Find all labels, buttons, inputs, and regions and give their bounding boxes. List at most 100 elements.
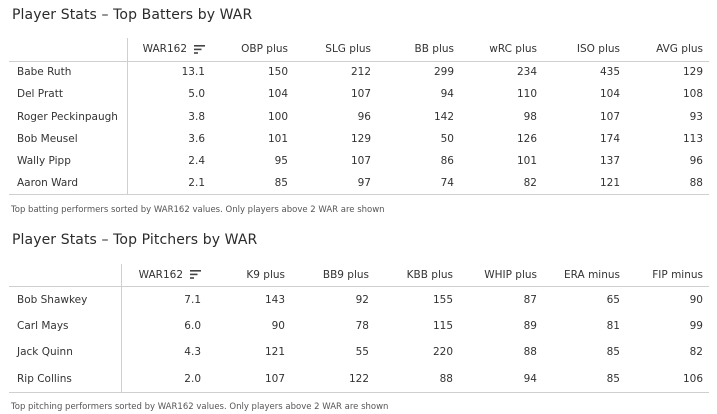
iso-plus-value: 137 bbox=[543, 150, 626, 173]
sort-descending-icon[interactable] bbox=[194, 44, 205, 54]
pitchers-header-bb9-plus[interactable]: BB9 plus bbox=[291, 264, 375, 287]
batters-header-slg-plus[interactable]: SLG plus bbox=[294, 38, 377, 62]
bb9-plus-value: 122 bbox=[348, 372, 369, 385]
obp-plus-value: 150 bbox=[211, 61, 294, 84]
table-row: Bob Meusel 3.6 101 129 50 126 174 113 bbox=[9, 127, 709, 151]
pitchers-table: WAR162 K9 plus BB9 plus KBB plus WHIP pl… bbox=[9, 264, 709, 393]
avg-plus-value: 108 bbox=[682, 88, 703, 101]
player-name: Aaron Ward bbox=[9, 172, 128, 195]
avg-plus-value: 96 bbox=[626, 150, 709, 173]
batters-header-player bbox=[9, 38, 128, 62]
avg-plus-value: 129 bbox=[626, 61, 709, 84]
batters-header-row: WAR162 OBP plus SLG plus BB plus wRC plu… bbox=[9, 38, 709, 62]
slg-plus-value: 107 bbox=[294, 150, 377, 173]
iso-plus-value: 121 bbox=[599, 177, 620, 190]
wrc-plus-value: 82 bbox=[523, 177, 537, 190]
bb-plus-value: 74 bbox=[440, 177, 454, 190]
bb-plus-value: 94 bbox=[440, 88, 454, 101]
era-minus-value: 65 bbox=[543, 286, 626, 313]
batters-header-iso-plus[interactable]: ISO plus bbox=[543, 38, 626, 62]
slg-plus-value: 97 bbox=[357, 177, 371, 190]
avg-plus-value: 93 bbox=[626, 105, 709, 128]
table-row: Del Pratt 5.0 104 107 94 110 104 108 bbox=[9, 83, 709, 106]
k9-plus-value: 143 bbox=[207, 286, 291, 313]
bb9-plus-value: 92 bbox=[291, 286, 375, 313]
player-name: Rip Collins bbox=[9, 365, 122, 392]
bb9-plus-value: 55 bbox=[291, 339, 375, 366]
batters-header-obp-plus[interactable]: OBP plus bbox=[211, 38, 294, 62]
player-name: Roger Peckinpaugh bbox=[9, 105, 128, 128]
wrc-plus-value: 126 bbox=[516, 133, 537, 146]
table-row: Aaron Ward 2.1 85 97 74 82 121 88 bbox=[9, 172, 709, 195]
whip-plus-value: 89 bbox=[523, 319, 537, 332]
obp-plus-value: 100 bbox=[211, 105, 294, 128]
avg-plus-value: 88 bbox=[689, 177, 703, 190]
table-row: Carl Mays 6.0 90 78 115 89 81 99 bbox=[9, 312, 709, 339]
player-name: Del Pratt bbox=[9, 83, 128, 106]
whip-plus-value: 88 bbox=[459, 339, 543, 366]
war162-value: 13.1 bbox=[127, 61, 211, 84]
war162-value: 7.1 bbox=[121, 286, 207, 313]
iso-plus-value: 104 bbox=[599, 88, 620, 101]
k9-plus-value: 121 bbox=[207, 339, 291, 366]
batters-table: WAR162 OBP plus SLG plus BB plus wRC plu… bbox=[9, 38, 709, 196]
batters-header-avg-plus[interactable]: AVG plus bbox=[626, 38, 709, 62]
war162-value: 5.0 bbox=[188, 88, 205, 101]
wrc-plus-value: 110 bbox=[516, 88, 537, 101]
war162-value: 2.1 bbox=[188, 177, 205, 190]
player-name: Bob Meusel bbox=[9, 127, 128, 151]
kbb-plus-value: 155 bbox=[375, 286, 459, 313]
batters-header-war162-label: WAR162 bbox=[142, 43, 187, 56]
avg-plus-value: 113 bbox=[682, 133, 703, 146]
batters-section-title: Player Stats – Top Batters by WAR bbox=[12, 7, 253, 23]
fip-minus-value: 106 bbox=[682, 372, 703, 385]
batters-header-bb-plus[interactable]: BB plus bbox=[377, 38, 460, 62]
whip-plus-value: 94 bbox=[523, 372, 537, 385]
wrc-plus-value: 234 bbox=[460, 61, 543, 84]
table-row: Bob Shawkey 7.1 143 92 155 87 65 90 bbox=[9, 286, 709, 313]
k9-plus-value: 107 bbox=[264, 372, 285, 385]
era-minus-value: 81 bbox=[606, 319, 620, 332]
whip-plus-value: 87 bbox=[459, 286, 543, 313]
war162-value: 2.0 bbox=[184, 372, 201, 385]
batters-caption: Top batting performers sorted by WAR162 … bbox=[11, 205, 385, 215]
wrc-plus-value: 98 bbox=[460, 105, 543, 128]
obp-plus-value: 95 bbox=[211, 150, 294, 173]
iso-plus-value: 174 bbox=[599, 133, 620, 146]
fip-minus-value: 90 bbox=[626, 286, 709, 313]
batters-header-wrc-plus[interactable]: wRC plus bbox=[460, 38, 543, 62]
table-row: Jack Quinn 4.3 121 55 220 88 85 82 bbox=[9, 339, 709, 366]
fip-minus-value: 99 bbox=[689, 319, 703, 332]
pitchers-header-kbb-plus[interactable]: KBB plus bbox=[375, 264, 459, 287]
war162-value: 2.4 bbox=[127, 150, 211, 173]
fip-minus-value: 82 bbox=[626, 339, 709, 366]
war162-value: 4.3 bbox=[121, 339, 207, 366]
player-name: Bob Shawkey bbox=[9, 286, 122, 313]
player-name: Wally Pipp bbox=[9, 150, 128, 173]
pitchers-header-war162-label: WAR162 bbox=[138, 268, 183, 281]
pitchers-header-era-minus[interactable]: ERA minus bbox=[543, 264, 626, 287]
slg-plus-value: 107 bbox=[350, 88, 371, 101]
obp-plus-value: 85 bbox=[274, 177, 288, 190]
pitchers-header-fip-minus[interactable]: FIP minus bbox=[626, 264, 709, 287]
iso-plus-value: 435 bbox=[543, 61, 626, 84]
bb-plus-value: 86 bbox=[377, 150, 460, 173]
pitchers-header-war162[interactable]: WAR162 bbox=[121, 264, 207, 287]
bb-plus-value: 50 bbox=[440, 133, 454, 146]
sort-descending-icon[interactable] bbox=[190, 270, 201, 280]
war162-value: 3.8 bbox=[127, 105, 211, 128]
war162-value: 6.0 bbox=[184, 319, 201, 332]
obp-plus-value: 104 bbox=[267, 88, 288, 101]
wrc-plus-value: 101 bbox=[460, 150, 543, 173]
pitchers-caption: Top pitching performers sorted by WAR162… bbox=[11, 402, 389, 412]
pitchers-header-row: WAR162 K9 plus BB9 plus KBB plus WHIP pl… bbox=[9, 264, 709, 287]
table-row: Babe Ruth 13.1 150 212 299 234 435 129 bbox=[9, 61, 709, 84]
table-row: Rip Collins 2.0 107 122 88 94 85 106 bbox=[9, 365, 709, 392]
pitchers-header-k9-plus[interactable]: K9 plus bbox=[207, 264, 291, 287]
obp-plus-value: 101 bbox=[267, 133, 288, 146]
pitchers-header-whip-plus[interactable]: WHIP plus bbox=[459, 264, 543, 287]
kbb-plus-value: 115 bbox=[432, 319, 453, 332]
bb-plus-value: 299 bbox=[377, 61, 460, 84]
batters-header-war162[interactable]: WAR162 bbox=[127, 38, 211, 62]
player-name: Carl Mays bbox=[9, 312, 122, 339]
